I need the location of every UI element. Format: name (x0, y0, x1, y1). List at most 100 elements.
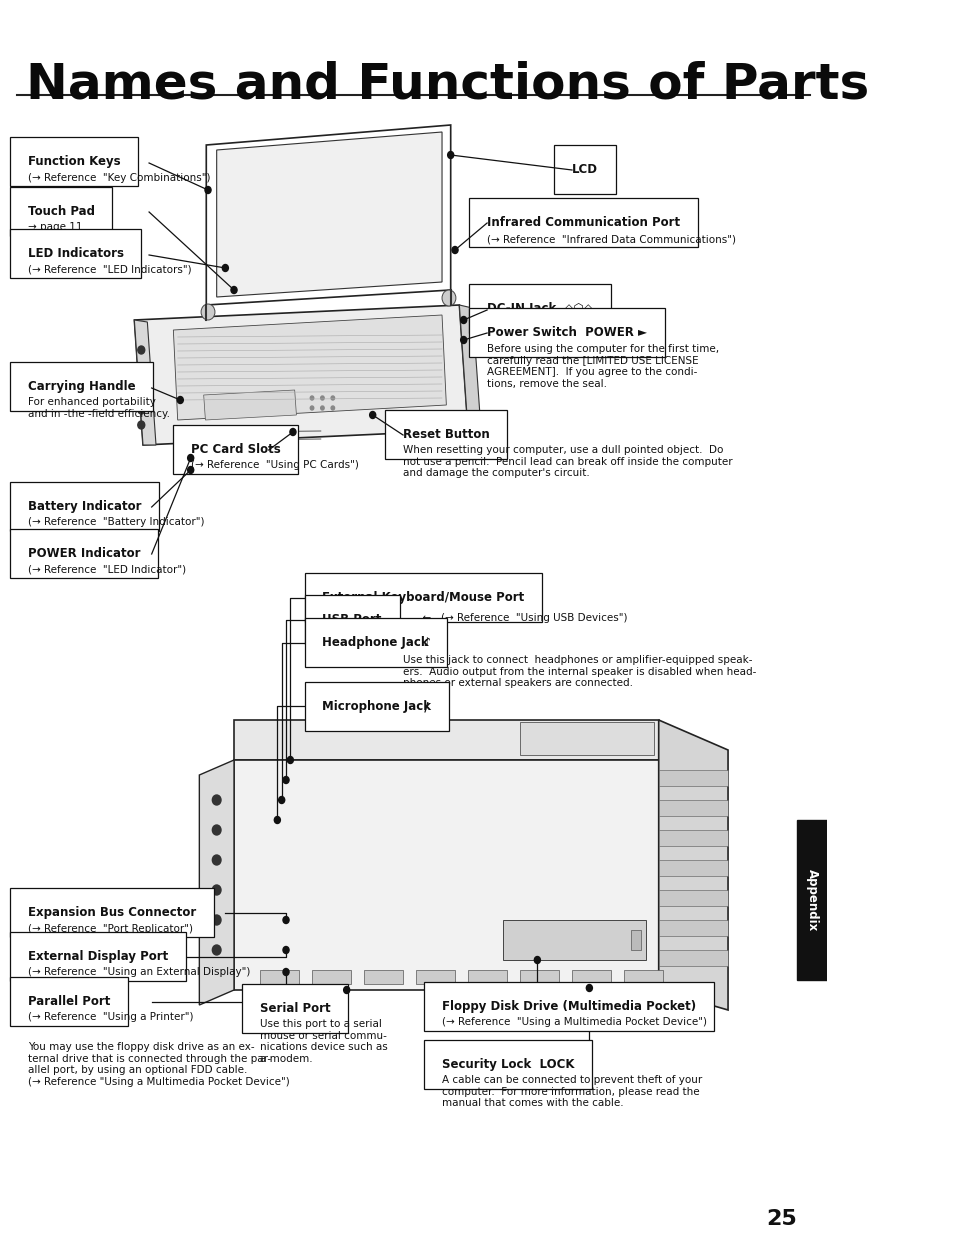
Polygon shape (134, 305, 468, 445)
Circle shape (320, 396, 324, 400)
Text: Battery Indicator: Battery Indicator (28, 500, 141, 513)
Bar (312, 970, 351, 984)
Text: LCD: LCD (572, 163, 598, 176)
Circle shape (534, 957, 539, 964)
Text: Microphone Jack: Microphone Jack (322, 700, 431, 713)
Text: Before using the computer for the first time,
carefully read the [LIMITED USE LI: Before using the computer for the first … (487, 344, 719, 388)
Text: Carrying Handle: Carrying Handle (28, 380, 135, 393)
Bar (519, 970, 558, 984)
Bar (658, 860, 727, 876)
Circle shape (369, 411, 375, 419)
Circle shape (137, 386, 145, 393)
Circle shape (274, 817, 280, 823)
Circle shape (283, 947, 289, 954)
Bar (658, 799, 727, 816)
Text: (→ Reference  "LED Indicator"): (→ Reference "LED Indicator") (28, 564, 186, 574)
Circle shape (586, 984, 592, 992)
Polygon shape (519, 722, 654, 755)
Circle shape (188, 466, 193, 474)
Circle shape (213, 915, 221, 925)
Text: Use this port to a serial
mouse or serial commu-
nications device such as
a mode: Use this port to a serial mouse or seria… (260, 1019, 387, 1063)
Text: Names and Functions of Parts: Names and Functions of Parts (26, 60, 868, 108)
Circle shape (213, 794, 221, 804)
Text: Serial Port: Serial Port (260, 1002, 331, 1014)
Circle shape (213, 855, 221, 865)
Polygon shape (658, 720, 727, 1011)
Text: (→ Reference  "Using PC Cards"): (→ Reference "Using PC Cards") (191, 460, 358, 470)
Text: (→ Reference  "Using an External Display"): (→ Reference "Using an External Display"… (28, 967, 250, 977)
Text: USB Port: USB Port (322, 613, 381, 626)
Text: (→ Reference  "Using a Printer"): (→ Reference "Using a Printer") (28, 1012, 193, 1022)
Circle shape (205, 186, 211, 194)
Text: A cable can be connected to prevent theft of your
computer.  For more informatio: A cable can be connected to prevent thef… (441, 1075, 701, 1109)
Bar (416, 970, 455, 984)
Circle shape (441, 290, 456, 305)
Text: (→ Reference  "Infrared Data Communications"): (→ Reference "Infrared Data Communicatio… (487, 234, 736, 244)
Circle shape (283, 916, 289, 924)
Circle shape (201, 304, 214, 321)
Circle shape (177, 396, 183, 403)
Polygon shape (203, 390, 296, 420)
Polygon shape (233, 720, 658, 760)
Bar (658, 890, 727, 906)
Circle shape (283, 777, 289, 783)
Text: External Keyboard/Mouse Port: External Keyboard/Mouse Port (322, 591, 524, 605)
Text: Infrared Communication Port: Infrared Communication Port (487, 216, 679, 229)
Text: Security Lock  LOCK: Security Lock LOCK (441, 1058, 574, 1071)
Bar (468, 970, 506, 984)
Circle shape (213, 945, 221, 955)
Polygon shape (459, 305, 480, 430)
Text: DC-IN Jack  ◇⬡◇: DC-IN Jack ◇⬡◇ (487, 302, 592, 316)
Text: External Display Port: External Display Port (28, 950, 168, 963)
Circle shape (283, 968, 289, 975)
Circle shape (447, 152, 454, 158)
Text: Expansion Bus Connector: Expansion Bus Connector (28, 906, 195, 919)
Polygon shape (134, 321, 156, 445)
Text: Power Switch  POWER ►: Power Switch POWER ► (487, 326, 646, 339)
Text: Use this jack to connect  headphones or amplifier-equipped speak-
ers.  Audio ou: Use this jack to connect headphones or a… (402, 655, 756, 688)
Circle shape (222, 264, 228, 272)
Text: Floppy Disk Drive (Multimedia Pocket): Floppy Disk Drive (Multimedia Pocket) (441, 1001, 696, 1013)
Circle shape (278, 797, 284, 803)
Circle shape (137, 346, 145, 354)
Text: Touch Pad: Touch Pad (28, 205, 94, 217)
Bar (260, 970, 298, 984)
Text: ←   (→ Reference  "Using USB Devices"): ← (→ Reference "Using USB Devices") (416, 613, 627, 623)
Bar (364, 970, 402, 984)
Text: /: / (416, 700, 428, 713)
Text: → page 11: → page 11 (28, 222, 82, 233)
Text: 25: 25 (765, 1209, 796, 1229)
Bar (502, 920, 645, 960)
Circle shape (137, 366, 145, 375)
Text: Reset Button: Reset Button (402, 427, 489, 441)
Bar (658, 950, 727, 965)
Circle shape (343, 987, 350, 993)
Circle shape (137, 421, 145, 429)
Circle shape (188, 455, 193, 461)
Bar (572, 970, 610, 984)
Text: (→ Reference  "Key Combinations"): (→ Reference "Key Combinations") (28, 173, 210, 184)
Text: (→ Reference  "Port Replicator"): (→ Reference "Port Replicator") (28, 924, 193, 934)
Circle shape (320, 406, 324, 410)
Text: (→ Reference  "Battery Indicator"): (→ Reference "Battery Indicator") (28, 517, 204, 527)
Text: Parallel Port: Parallel Port (28, 996, 110, 1008)
Circle shape (331, 396, 335, 400)
Text: POWER Indicator: POWER Indicator (28, 547, 140, 561)
Bar (623, 970, 662, 984)
Circle shape (460, 317, 466, 323)
Polygon shape (216, 132, 441, 297)
Bar (630, 930, 640, 950)
Circle shape (213, 885, 221, 895)
Bar (797, 820, 826, 980)
Circle shape (213, 825, 221, 835)
Circle shape (452, 246, 457, 254)
Circle shape (310, 406, 314, 410)
Text: PC Card Slots: PC Card Slots (191, 442, 280, 456)
Text: When resetting your computer, use a dull pointed object.  Do
not use a pencil.  : When resetting your computer, use a dull… (402, 445, 732, 478)
Bar (658, 830, 727, 846)
Circle shape (460, 337, 466, 343)
Text: ♪: ♪ (416, 636, 431, 649)
Text: For enhanced portability
and in -the -field efficiency.: For enhanced portability and in -the -fi… (28, 397, 170, 419)
Bar (658, 771, 727, 786)
Circle shape (231, 287, 236, 293)
